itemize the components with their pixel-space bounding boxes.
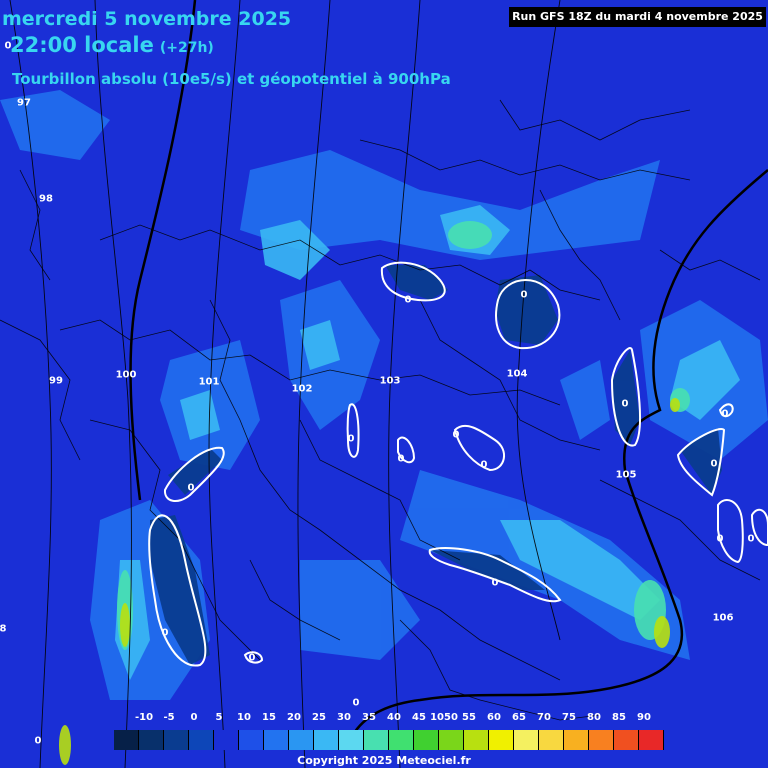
legend-swatch [189, 730, 214, 750]
legend-tick-label: 35 [362, 712, 376, 723]
legend-tick-label: 10 [237, 712, 251, 723]
legend-tick-label: -10 [134, 712, 154, 723]
legend-swatch [539, 730, 564, 750]
legend-swatch [489, 730, 514, 750]
legend-swatch [589, 730, 614, 750]
thick-isolines [129, 0, 768, 741]
legend-tick-label: 30 [337, 712, 351, 723]
legend-swatch [164, 730, 189, 750]
zero-label: 0 [161, 627, 169, 639]
legend-tick-label: 40 [387, 712, 401, 723]
geo-label-104: 104 [506, 368, 528, 380]
legend-tick-label: 80 [587, 712, 601, 723]
geo-label-102: 102 [291, 383, 313, 395]
legend-tick-label: 20 [287, 712, 301, 723]
legend-tick-label: 55 [462, 712, 476, 723]
legend-tick-label: 60 [487, 712, 501, 723]
legend-swatch [464, 730, 489, 750]
legend-swatch [289, 730, 314, 750]
legend-color-bar [114, 730, 664, 750]
zero-label: 0 [34, 735, 42, 747]
legend-swatch [564, 730, 589, 750]
legend-swatch [389, 730, 414, 750]
forecast-offset: (+27h) [159, 40, 214, 56]
run-info-box: Run GFS 18Z du mardi 4 novembre 2025 [509, 7, 766, 27]
zero-label: 0 [716, 533, 724, 545]
geo-label-99: 99 [49, 375, 63, 387]
vorticity-field-dark [150, 265, 722, 665]
zero-label: 0 [347, 433, 355, 445]
geopotential-isolines [9, 0, 561, 768]
legend-tick-label: 70 [537, 712, 551, 723]
legend-swatch [139, 730, 164, 750]
forecast-time-value: 22:00 locale [10, 33, 154, 57]
legend-tick-label: 0 [190, 712, 198, 723]
legend-tick-label: 75 [562, 712, 576, 723]
geo-label-105: 105 [615, 469, 637, 481]
zero-contours [148, 261, 768, 667]
legend-tick-label: -5 [163, 712, 175, 723]
legend-tick-label: 5 [215, 712, 223, 723]
zero-label: 0 [404, 294, 412, 306]
zero-label: 0 [187, 482, 195, 494]
legend-tick-label: 65 [512, 712, 526, 723]
zero-label: 0 [397, 453, 405, 465]
forecast-time: 22:00 locale (+27h) [10, 33, 214, 57]
copyright-text: Copyright 2025 Meteociel.fr [297, 754, 471, 767]
legend-tick-label: 25 [312, 712, 326, 723]
legend-swatch [314, 730, 339, 750]
legend-swatch [614, 730, 639, 750]
legend-swatch [364, 730, 389, 750]
zero-label: 0 [248, 652, 256, 664]
zero-label: 0 [520, 289, 528, 301]
legend-swatch [339, 730, 364, 750]
zero-label: 0 [721, 408, 729, 420]
legend-tick-label: 15 [262, 712, 276, 723]
geo-label-100: 100 [115, 369, 137, 381]
zero-label: 0 [4, 40, 12, 52]
forecast-date: mercredi 5 novembre 2025 [2, 8, 292, 30]
legend-swatch [264, 730, 289, 750]
zero-label: 0 [452, 429, 460, 441]
zero-label: 0 [491, 577, 499, 589]
legend-swatch [239, 730, 264, 750]
geo-label-97: 97 [17, 97, 31, 109]
legend-tick-label: 1050 [430, 712, 458, 723]
legend-tick-label: 90 [637, 712, 651, 723]
zero-label: 0 [747, 533, 755, 545]
vorticity-field-yellow [59, 398, 680, 765]
legend-tick-label: 85 [612, 712, 626, 723]
geo-label-103: 103 [379, 375, 401, 387]
legend-swatch [514, 730, 539, 750]
legend-swatch [214, 730, 239, 750]
geo-label-98: 98 [39, 193, 53, 205]
zero-label: 0 [352, 697, 360, 709]
zero-label: 0 [710, 458, 718, 470]
zero-label: 0 [480, 459, 488, 471]
legend-swatch [414, 730, 439, 750]
geo-label-106: 106 [712, 612, 734, 624]
legend-swatch [639, 730, 664, 750]
zero-label: 0 [621, 398, 629, 410]
legend-swatch [439, 730, 464, 750]
map-subtitle: Tourbillon absolu (10e5/s) et géopotenti… [12, 70, 451, 88]
geo-label-101: 101 [198, 376, 220, 388]
legend-tick-label: 45 [412, 712, 426, 723]
map-borders [0, 99, 761, 721]
geo-label-edge: 8 [0, 623, 7, 635]
legend-swatch [114, 730, 139, 750]
color-legend: -10 -5 0 5 10 15 20 25 30 35 40 45 1050 55 60 65 70 75 80 8… [114, 712, 664, 752]
